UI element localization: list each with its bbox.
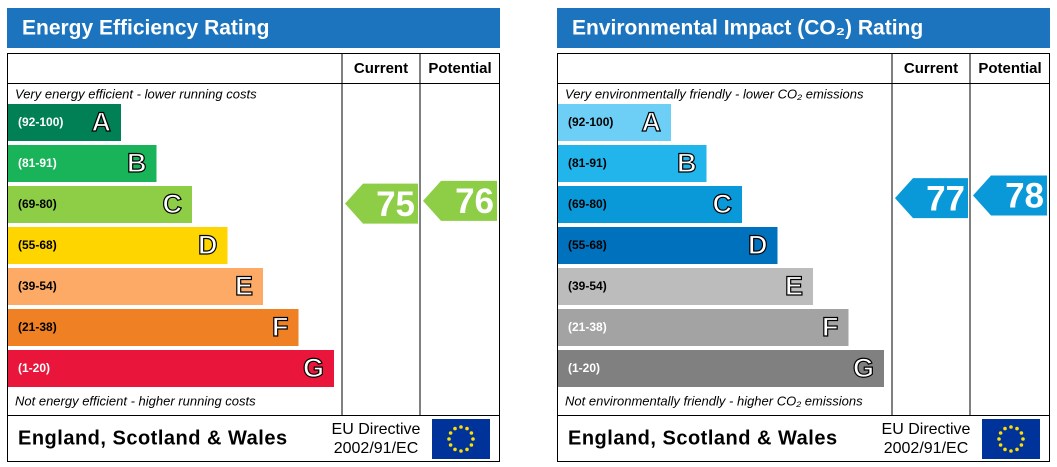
- panel-title: Energy Efficiency Rating: [22, 17, 269, 40]
- band-letter: E: [785, 271, 803, 301]
- rating-band: [8, 104, 121, 141]
- bottom-note: Not energy efficient - higher running co…: [15, 393, 256, 408]
- band-range: (1-20): [568, 361, 600, 375]
- eu-star: [1019, 443, 1024, 447]
- eu-star: [453, 426, 457, 431]
- eu-star: [998, 443, 1003, 447]
- eu-star: [1015, 447, 1019, 452]
- rating-arrow: [895, 178, 968, 219]
- band-letter: G: [853, 353, 874, 383]
- column-header: Current: [904, 60, 958, 77]
- band-range: (39-54): [568, 279, 607, 293]
- directive-line: 2002/91/EC: [884, 440, 969, 457]
- eu-star: [1009, 449, 1013, 453]
- rating-band: [558, 104, 671, 141]
- eu-star: [1019, 431, 1024, 435]
- eu-star: [465, 447, 469, 452]
- rating-arrow: [345, 183, 418, 224]
- band-range: (21-38): [18, 320, 57, 334]
- band-range: (92-100): [568, 115, 613, 129]
- rating-band: [558, 268, 813, 305]
- directive-line: 2002/91/EC: [334, 440, 419, 457]
- eu-star: [448, 431, 453, 435]
- rating-band: [8, 145, 157, 182]
- top-note: Very environmentally friendly - lower CO…: [565, 86, 864, 101]
- top-note: Very energy efficient - lower running co…: [15, 86, 257, 101]
- eu-star: [459, 425, 463, 429]
- eu-star: [465, 426, 469, 431]
- eu-star: [1015, 426, 1019, 431]
- rating-band: [8, 186, 192, 223]
- eu-star: [997, 437, 1001, 441]
- eu-star: [1003, 426, 1007, 431]
- band-range: (92-100): [18, 115, 63, 129]
- eu-star: [469, 443, 474, 447]
- title-bar: [7, 8, 500, 48]
- band-letter: E: [235, 271, 253, 301]
- band-range: (55-68): [568, 238, 607, 252]
- eu-star: [448, 443, 453, 447]
- footer-region: England, Scotland & Wales: [568, 427, 838, 449]
- bottom-note: Not environmentally friendly - higher CO…: [565, 393, 863, 408]
- band-range: (81-91): [18, 156, 57, 170]
- rating-panel: Environmental Impact (CO₂) Rating Current…: [557, 8, 1050, 462]
- rating-band: [558, 309, 849, 346]
- band-range: (81-91): [568, 156, 607, 170]
- band-range: (39-54): [18, 279, 57, 293]
- band-letter: D: [748, 230, 768, 260]
- eu-flag: [432, 419, 490, 459]
- eu-star: [1003, 447, 1007, 452]
- band-letter: B: [677, 148, 697, 178]
- rating-band: [558, 350, 884, 387]
- eu-star: [453, 447, 457, 452]
- rating-value: 78: [1005, 177, 1044, 216]
- rating-band: [558, 145, 707, 182]
- band-letter: F: [272, 312, 289, 342]
- rating-value: 76: [455, 182, 494, 221]
- rating-value: 77: [926, 179, 965, 218]
- band-range: (1-20): [18, 361, 50, 375]
- band-letter: D: [198, 230, 218, 260]
- rating-panel: Energy Efficiency Rating Current Potential…: [7, 8, 500, 462]
- eu-star: [1021, 437, 1025, 441]
- rating-band: [558, 227, 778, 264]
- panel-title: Environmental Impact (CO₂) Rating: [572, 17, 923, 40]
- rating-value: 75: [376, 185, 415, 224]
- eu-star: [1009, 425, 1013, 429]
- footer-region: England, Scotland & Wales: [18, 427, 288, 449]
- eu-star: [447, 437, 451, 441]
- rating-band: [558, 186, 742, 223]
- eu-star: [469, 431, 474, 435]
- band-letter: A: [642, 107, 662, 137]
- title-bar: [557, 8, 1050, 48]
- band-letter: A: [92, 107, 112, 137]
- band-range: (69-80): [18, 197, 57, 211]
- band-range: (55-68): [18, 238, 57, 252]
- band-range: (69-80): [568, 197, 607, 211]
- column-header: Potential: [428, 60, 491, 77]
- eu-star: [471, 437, 475, 441]
- eu-star: [459, 449, 463, 453]
- rating-arrow: [973, 175, 1047, 216]
- band-letter: F: [822, 312, 839, 342]
- eu-flag: [982, 419, 1040, 459]
- rating-band: [8, 268, 263, 305]
- column-header: Current: [354, 60, 408, 77]
- band-letter: G: [303, 353, 324, 383]
- eu-star: [998, 431, 1003, 435]
- column-header: Potential: [978, 60, 1041, 77]
- band-range: (21-38): [568, 320, 607, 334]
- directive-line: EU Directive: [332, 421, 421, 438]
- rating-arrow: [423, 180, 497, 221]
- directive-line: EU Directive: [882, 421, 971, 438]
- band-letter: C: [163, 189, 183, 219]
- rating-band: [8, 309, 299, 346]
- band-letter: C: [713, 189, 733, 219]
- rating-band: [8, 350, 334, 387]
- rating-band: [8, 227, 228, 264]
- band-letter: B: [127, 148, 147, 178]
